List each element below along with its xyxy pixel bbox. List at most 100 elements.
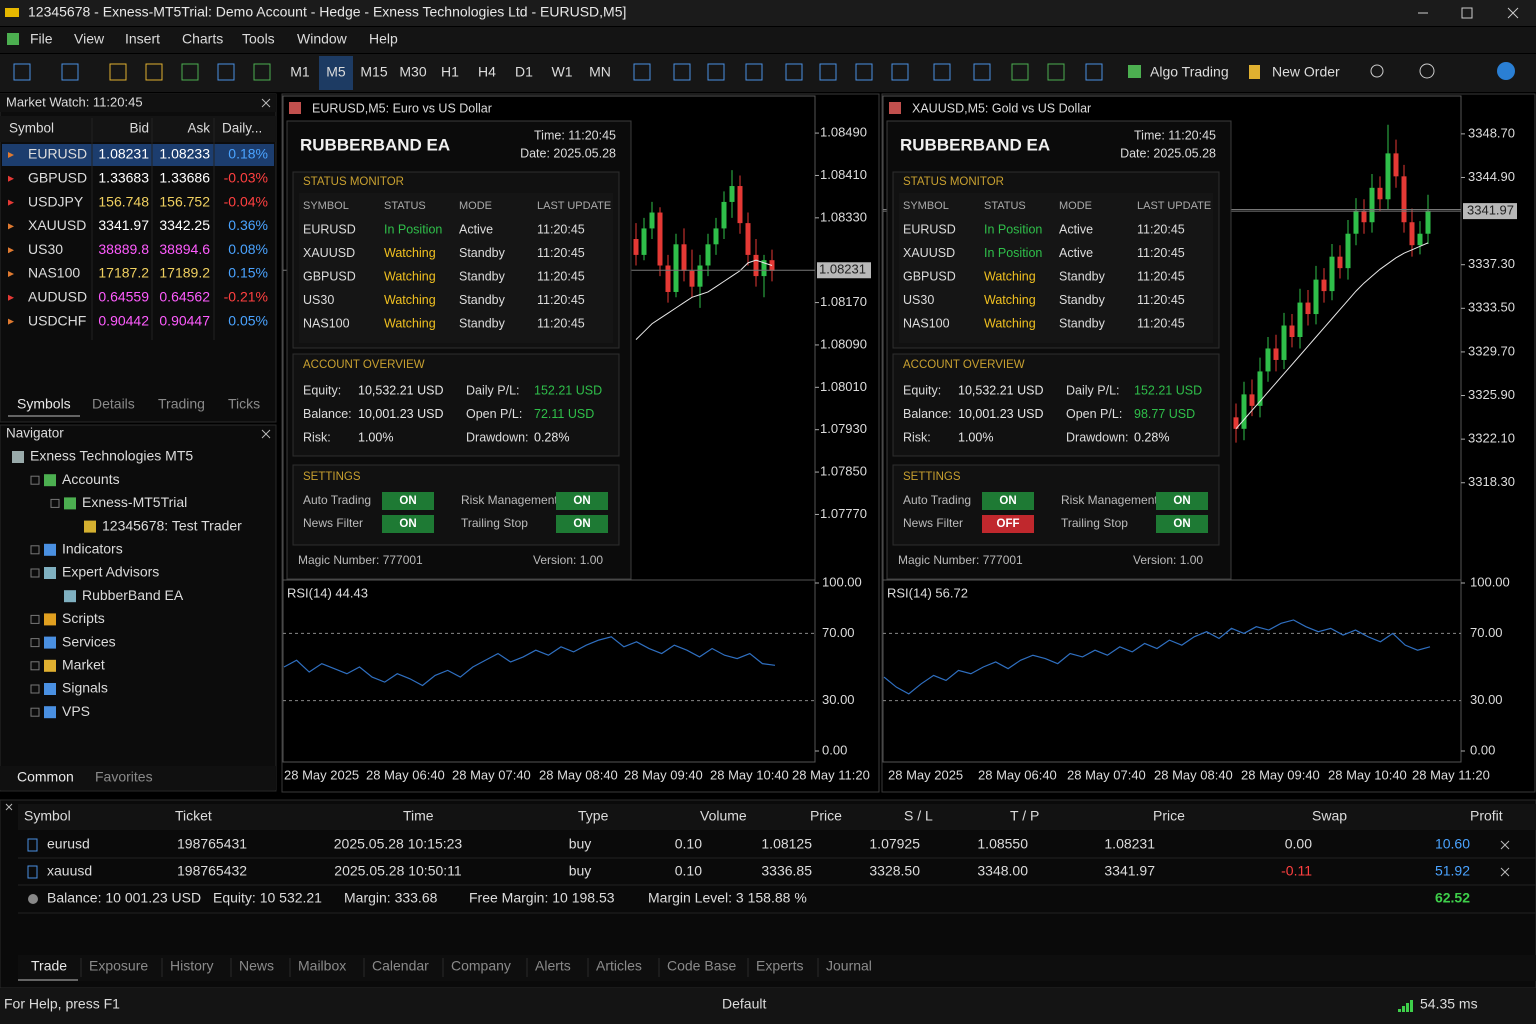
tab[interactable]: Favorites bbox=[95, 769, 153, 785]
candle-body bbox=[1273, 348, 1279, 360]
status-ping: 54.35 ms bbox=[1420, 996, 1478, 1012]
tab[interactable]: Details bbox=[92, 396, 135, 412]
tree-item[interactable]: Exness-MT5Trial bbox=[82, 494, 187, 510]
toggle-state[interactable]: OFF bbox=[997, 518, 1020, 530]
tab[interactable]: Symbols bbox=[17, 396, 71, 412]
account-value: 152.21 USD bbox=[1134, 383, 1202, 397]
bid: 0.64559 bbox=[98, 289, 149, 305]
tab[interactable]: Alerts bbox=[535, 958, 571, 974]
active-timeframe bbox=[319, 56, 353, 90]
timeframe-button[interactable]: D1 bbox=[515, 64, 533, 80]
tree-item[interactable]: RubberBand EA bbox=[82, 587, 184, 603]
search-icon[interactable] bbox=[1370, 64, 1384, 78]
menu-item[interactable]: Window bbox=[297, 31, 348, 47]
tree-item[interactable]: Indicators bbox=[62, 541, 123, 557]
tab[interactable]: Code Base bbox=[667, 958, 736, 974]
account-value: 10,001.23 USD bbox=[358, 407, 443, 421]
cell: 0.10 bbox=[675, 863, 702, 879]
balance-icon bbox=[28, 894, 38, 904]
tab[interactable]: Journal bbox=[826, 958, 872, 974]
menu-item[interactable]: Insert bbox=[125, 31, 160, 47]
toggle-state[interactable]: ON bbox=[999, 495, 1016, 507]
tab[interactable]: Common bbox=[17, 769, 74, 785]
tab[interactable]: Calendar bbox=[372, 958, 429, 974]
summary-item: Margin: 333.68 bbox=[344, 890, 438, 906]
timeframe-button[interactable]: M30 bbox=[399, 64, 426, 80]
new-order-button[interactable]: New Order bbox=[1272, 64, 1340, 80]
algo-trading-button[interactable]: Algo Trading bbox=[1150, 64, 1229, 80]
symbol[interactable]: XAUUSD bbox=[28, 217, 86, 233]
ask: 17189.2 bbox=[159, 265, 210, 281]
status-value: Watching bbox=[984, 269, 1036, 283]
tree-item[interactable]: Market bbox=[62, 657, 105, 673]
menu-item[interactable]: Tools bbox=[242, 31, 275, 47]
y-tick-label: 1.07930 bbox=[820, 421, 867, 436]
tree-item[interactable]: Services bbox=[62, 633, 116, 649]
column-header: Symbol bbox=[24, 808, 71, 824]
timeframe-button[interactable]: M15 bbox=[360, 64, 387, 80]
toggle-state[interactable]: ON bbox=[573, 495, 590, 507]
tree-icon bbox=[64, 590, 76, 603]
toggle-state[interactable]: ON bbox=[573, 518, 590, 530]
setting-label: Auto Trading bbox=[303, 493, 371, 507]
cell: 3348.00 bbox=[977, 863, 1028, 879]
setting-label: Risk Management bbox=[1061, 493, 1158, 507]
account-label: Equity: bbox=[303, 383, 341, 397]
tab[interactable]: Company bbox=[451, 958, 511, 974]
tree-item[interactable]: 12345678: Test Trader bbox=[102, 517, 242, 533]
menu-item[interactable]: Help bbox=[369, 31, 398, 47]
chat-icon[interactable] bbox=[1497, 62, 1515, 80]
symbol[interactable]: GBPUSD bbox=[28, 170, 87, 186]
menu-item[interactable]: Charts bbox=[182, 31, 223, 47]
symbol[interactable]: EURUSD bbox=[28, 146, 87, 162]
cell: 2025.05.28 10:15:23 bbox=[334, 836, 463, 852]
timeframe-button[interactable]: H1 bbox=[441, 64, 459, 80]
toggle-state[interactable]: ON bbox=[399, 495, 416, 507]
status-time: 11:20:45 bbox=[1137, 317, 1185, 331]
x-tick-label: 28 May 11:20 bbox=[1412, 767, 1490, 782]
timeframe-button[interactable]: M1 bbox=[290, 64, 310, 80]
column-header: Bid bbox=[129, 121, 149, 136]
menu-item[interactable]: File bbox=[30, 31, 53, 47]
tree-item[interactable]: Scripts bbox=[62, 610, 105, 626]
chart-title: XAUUSD,M5: Gold vs US Dollar bbox=[912, 101, 1091, 115]
symbol[interactable]: NAS100 bbox=[28, 265, 80, 281]
tab[interactable]: Experts bbox=[756, 958, 803, 974]
symbol[interactable]: US30 bbox=[28, 241, 63, 257]
symbol[interactable]: AUDUSD bbox=[28, 289, 87, 305]
status-bar bbox=[0, 988, 1536, 1024]
bid: 17187.2 bbox=[98, 265, 149, 281]
tab[interactable]: Trade bbox=[31, 958, 67, 974]
tree-item[interactable]: VPS bbox=[62, 703, 90, 719]
tab[interactable]: Ticks bbox=[228, 396, 260, 412]
tree-item[interactable]: Expert Advisors bbox=[62, 564, 159, 580]
symbol[interactable]: USDCHF bbox=[28, 312, 86, 328]
tab[interactable]: History bbox=[170, 958, 214, 974]
toggle-state[interactable]: ON bbox=[1173, 518, 1190, 530]
setting-label: Trailing Stop bbox=[461, 516, 528, 530]
timeframe-button[interactable]: M5 bbox=[326, 64, 346, 80]
timeframe-button[interactable]: H4 bbox=[478, 64, 496, 80]
tab[interactable]: Exposure bbox=[89, 958, 148, 974]
bid: 1.08231 bbox=[98, 146, 149, 162]
tree-item[interactable]: Accounts bbox=[62, 471, 120, 487]
bid: 156.748 bbox=[98, 193, 149, 209]
symbol[interactable]: USDJPY bbox=[28, 193, 84, 209]
tab[interactable]: Articles bbox=[596, 958, 642, 974]
timeframe-button[interactable]: MN bbox=[589, 64, 611, 80]
candle-body bbox=[1321, 279, 1327, 292]
menu-item[interactable]: View bbox=[74, 31, 105, 47]
moving-average bbox=[1235, 242, 1429, 430]
tab[interactable]: Mailbox bbox=[298, 958, 346, 974]
tree-item[interactable]: Exness Technologies MT5 bbox=[30, 448, 193, 464]
tab[interactable]: Trading bbox=[158, 396, 205, 412]
tree-item[interactable]: Signals bbox=[62, 680, 108, 696]
toolbar-icon bbox=[745, 63, 763, 81]
cell: 3341.97 bbox=[1104, 863, 1155, 879]
toggle-state[interactable]: ON bbox=[399, 518, 416, 530]
toggle-state[interactable]: ON bbox=[1173, 495, 1190, 507]
menu-icon bbox=[7, 33, 19, 45]
timeframe-button[interactable]: W1 bbox=[552, 64, 573, 80]
tab[interactable]: News bbox=[239, 958, 274, 974]
help-icon[interactable] bbox=[1419, 63, 1435, 79]
